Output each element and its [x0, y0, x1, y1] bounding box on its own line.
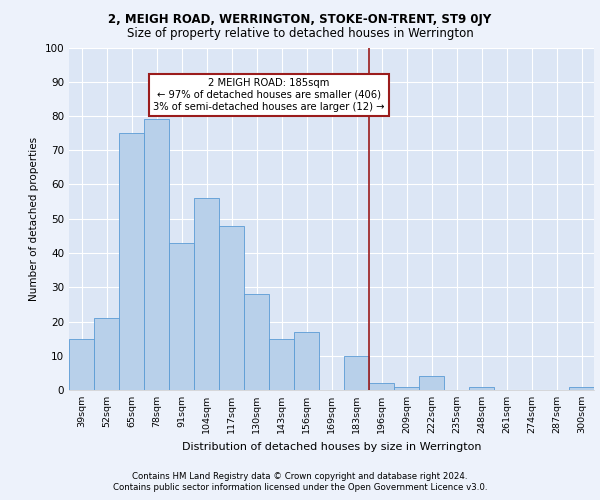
Bar: [394, 386, 419, 390]
X-axis label: Distribution of detached houses by size in Werrington: Distribution of detached houses by size …: [182, 442, 481, 452]
Bar: [244, 294, 269, 390]
Text: Size of property relative to detached houses in Werrington: Size of property relative to detached ho…: [127, 28, 473, 40]
Bar: [344, 356, 369, 390]
Bar: [219, 226, 244, 390]
Bar: [419, 376, 444, 390]
Y-axis label: Number of detached properties: Number of detached properties: [29, 136, 39, 301]
Bar: [94, 318, 119, 390]
Bar: [169, 242, 194, 390]
Bar: [69, 338, 94, 390]
Text: Contains HM Land Registry data © Crown copyright and database right 2024.: Contains HM Land Registry data © Crown c…: [132, 472, 468, 481]
Bar: [294, 332, 319, 390]
Bar: [569, 386, 594, 390]
Bar: [194, 198, 219, 390]
Text: Contains public sector information licensed under the Open Government Licence v3: Contains public sector information licen…: [113, 484, 487, 492]
Text: 2, MEIGH ROAD, WERRINGTON, STOKE-ON-TRENT, ST9 0JY: 2, MEIGH ROAD, WERRINGTON, STOKE-ON-TREN…: [109, 12, 491, 26]
Bar: [369, 383, 394, 390]
Bar: [469, 386, 494, 390]
Bar: [119, 133, 144, 390]
Bar: [144, 120, 169, 390]
Text: 2 MEIGH ROAD: 185sqm
← 97% of detached houses are smaller (406)
3% of semi-detac: 2 MEIGH ROAD: 185sqm ← 97% of detached h…: [153, 78, 385, 112]
Bar: [269, 338, 294, 390]
